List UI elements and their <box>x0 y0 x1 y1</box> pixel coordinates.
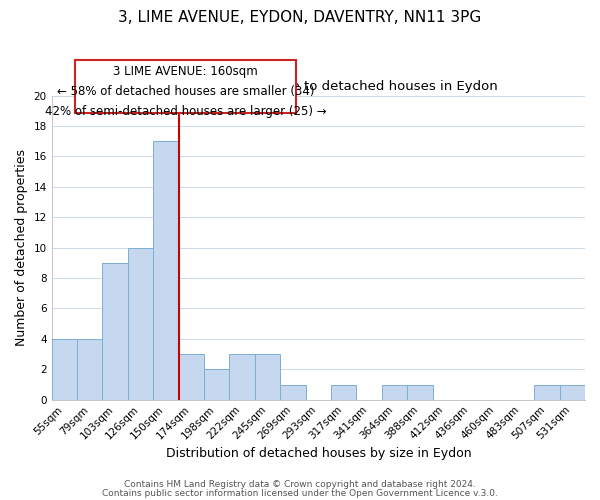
Text: 3 LIME AVENUE: 160sqm: 3 LIME AVENUE: 160sqm <box>113 65 258 78</box>
Text: Contains public sector information licensed under the Open Government Licence v.: Contains public sector information licen… <box>102 488 498 498</box>
Y-axis label: Number of detached properties: Number of detached properties <box>15 149 28 346</box>
Text: 42% of semi-detached houses are larger (25) →: 42% of semi-detached houses are larger (… <box>45 105 326 118</box>
Bar <box>52 339 77 400</box>
Bar <box>204 370 229 400</box>
Bar <box>280 384 305 400</box>
Text: Contains HM Land Registry data © Crown copyright and database right 2024.: Contains HM Land Registry data © Crown c… <box>124 480 476 489</box>
Bar <box>179 354 204 400</box>
Bar <box>382 384 407 400</box>
Bar <box>153 141 179 400</box>
Bar <box>128 248 153 400</box>
Text: ← 58% of detached houses are smaller (34): ← 58% of detached houses are smaller (34… <box>57 85 314 98</box>
Bar <box>560 384 585 400</box>
Text: 3, LIME AVENUE, EYDON, DAVENTRY, NN11 3PG: 3, LIME AVENUE, EYDON, DAVENTRY, NN11 3P… <box>118 10 482 25</box>
Bar <box>255 354 280 400</box>
Bar <box>77 339 103 400</box>
Title: Size of property relative to detached houses in Eydon: Size of property relative to detached ho… <box>139 80 498 93</box>
Bar <box>534 384 560 400</box>
Bar <box>331 384 356 400</box>
Bar <box>229 354 255 400</box>
Bar <box>103 263 128 400</box>
Bar <box>407 384 433 400</box>
X-axis label: Distribution of detached houses by size in Eydon: Distribution of detached houses by size … <box>166 447 471 460</box>
